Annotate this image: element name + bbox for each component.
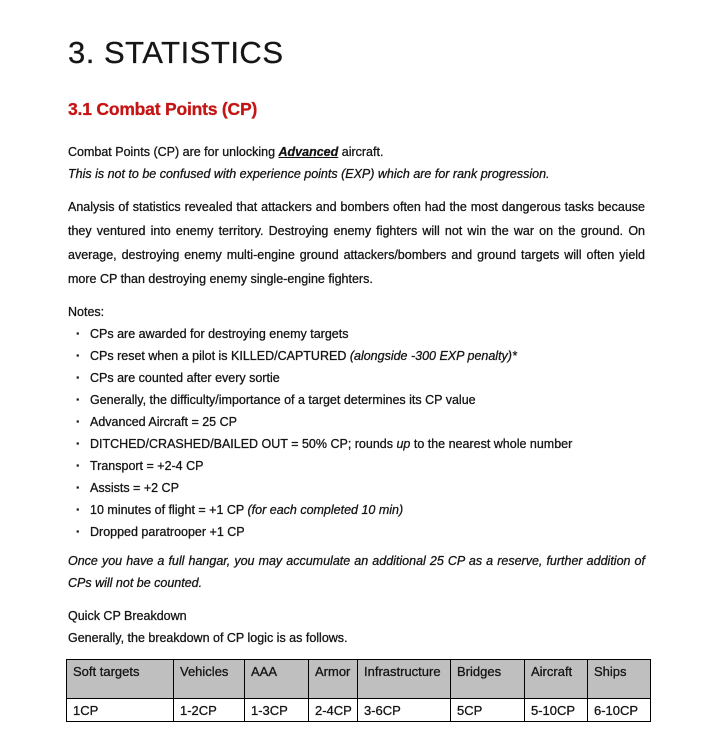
list-item: Transport = +2-4 CP: [68, 455, 645, 477]
cp-values-list: Advanced Aircraft = 25 CP DITCHED/CRASHED…: [68, 411, 645, 543]
intro-line-1: Combat Points (CP) are for unlocking Adv…: [68, 141, 645, 163]
table-cell: 1-3CP: [244, 697, 309, 722]
table-cell: 1CP: [66, 697, 174, 722]
table-header-cell: Bridges: [450, 658, 525, 699]
intro-line-2: This is not to be confused with experien…: [68, 163, 645, 185]
text-segment: up: [396, 436, 411, 451]
text-segment: 10 minutes of flight = +1 CP: [90, 502, 248, 517]
list-item: CPs are awarded for destroying enemy tar…: [68, 323, 645, 345]
list-item: CPs are counted after every sortie: [68, 367, 645, 389]
text-segment: Transport = +2-4 CP: [90, 458, 204, 473]
list-item: DITCHED/CRASHED/BAILED OUT = 50% CP; rou…: [68, 433, 645, 455]
table-row: 1CP 1-2CP 1-3CP 2-4CP 3-6CP 5CP 5-10CP 6-10CP: [66, 697, 651, 722]
table-header-cell: Infrastructure: [357, 658, 451, 699]
analysis-paragraph: Analysis of statistics revealed that att…: [68, 199, 645, 286]
text-segment: Combat Points (CP) are for unlocking: [68, 144, 279, 159]
table-header-cell: Vehicles: [173, 658, 245, 699]
text-segment: Advanced Aircraft = 25 CP: [90, 414, 237, 429]
table-header-cell: Aircraft: [524, 658, 588, 699]
text-segment: CPs are counted after every sortie: [90, 370, 280, 385]
text-segment: This is not to be confused with experien…: [68, 166, 550, 181]
table-cell: 6-10CP: [587, 697, 651, 722]
breakdown-subheading: Generally, the breakdown of CP logic is …: [68, 630, 348, 645]
text-segment: Advanced: [278, 144, 339, 159]
list-item: Generally, the difficulty/importance of …: [68, 389, 645, 411]
list-item: 10 minutes of flight = +1 CP (for each c…: [68, 499, 645, 521]
page-title: 3. STATISTICS: [68, 35, 284, 70]
table-cell: 3-6CP: [357, 697, 451, 722]
table-header-cell: Armor: [308, 658, 358, 699]
list-item: Advanced Aircraft = 25 CP: [68, 411, 645, 433]
cp-breakdown-table: Soft targets Vehicles AAA Armor Infrastructu…: [66, 658, 651, 722]
table-header-row: Soft targets Vehicles AAA Armor Infrastructu…: [66, 658, 651, 699]
notes-list: CPs are awarded for destroying enemy tar…: [68, 323, 645, 411]
section-heading: 3.1 Combat Points (CP): [68, 98, 258, 119]
text-segment: (for each completed 10 min): [247, 502, 404, 517]
text-segment: to the nearest whole number: [410, 436, 573, 451]
table-header-cell: Ships: [587, 658, 651, 699]
list-item: CPs reset when a pilot is KILLED/CAPTURE…: [68, 345, 645, 367]
text-segment: (alongside -300 EXP penalty)*: [349, 348, 517, 363]
text-segment: DITCHED/CRASHED/BAILED OUT = 50% CP; rou…: [90, 436, 397, 451]
table-cell: 2-4CP: [308, 697, 358, 722]
text-segment: CPs are awarded for destroying enemy tar…: [90, 326, 349, 341]
table-cell: 5CP: [450, 697, 525, 722]
breakdown-heading: Quick CP Breakdown: [68, 608, 187, 623]
table-body: 1CP 1-2CP 1-3CP 2-4CP 3-6CP 5CP 5-10CP 6-10CP: [66, 697, 651, 722]
list-item: Dropped paratrooper +1 CP: [68, 521, 645, 543]
text-segment: CPs reset when a pilot is KILLED/CAPTURE…: [90, 348, 350, 363]
table-header-cell: Soft targets: [66, 658, 174, 699]
text-segment: Dropped paratrooper +1 CP: [90, 524, 245, 539]
text-segment: aircraft.: [338, 144, 384, 159]
list-item: Assists = +2 CP: [68, 477, 645, 499]
table-cell: 1-2CP: [173, 697, 245, 722]
text-segment: Assists = +2 CP: [90, 480, 179, 495]
table-header-cell: AAA: [244, 658, 309, 699]
notes-heading: Notes:: [68, 304, 105, 319]
table-cell: 5-10CP: [524, 697, 588, 722]
text-segment: Generally, the difficulty/importance of …: [90, 392, 476, 407]
reserve-note: Once you have a full hangar, you may acc…: [68, 553, 645, 590]
